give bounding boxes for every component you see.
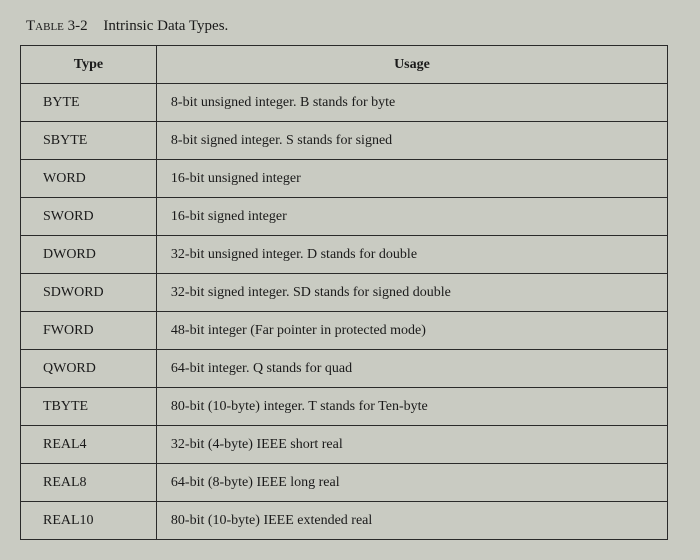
usage-cell: 64-bit integer. Q stands for quad [156, 350, 667, 388]
usage-cell: 32-bit signed integer. SD stands for sig… [156, 274, 667, 312]
type-cell: REAL4 [21, 426, 157, 464]
page: Table 3-2 Intrinsic Data Types. Type Usa… [0, 0, 700, 560]
usage-cell: 64-bit (8-byte) IEEE long real [156, 464, 667, 502]
table-row: FWORD48-bit integer (Far pointer in prot… [21, 312, 668, 350]
type-cell: FWORD [21, 312, 157, 350]
table-row: TBYTE80-bit (10-byte) integer. T stands … [21, 388, 668, 426]
type-cell: TBYTE [21, 388, 157, 426]
table-row: SBYTE8-bit signed integer. S stands for … [21, 122, 668, 160]
usage-cell: 16-bit unsigned integer [156, 160, 667, 198]
type-cell: SWORD [21, 198, 157, 236]
usage-cell: 16-bit signed integer [156, 198, 667, 236]
usage-cell: 8-bit signed integer. S stands for signe… [156, 122, 667, 160]
type-cell: REAL8 [21, 464, 157, 502]
table-row: WORD16-bit unsigned integer [21, 160, 668, 198]
type-cell: WORD [21, 160, 157, 198]
type-cell: SDWORD [21, 274, 157, 312]
table-row: SDWORD32-bit signed integer. SD stands f… [21, 274, 668, 312]
usage-cell: 48-bit integer (Far pointer in protected… [156, 312, 667, 350]
table-row: SWORD16-bit signed integer [21, 198, 668, 236]
table-row: REAL432-bit (4-byte) IEEE short real [21, 426, 668, 464]
caption-title: Intrinsic Data Types. [103, 18, 228, 34]
usage-cell: 80-bit (10-byte) integer. T stands for T… [156, 388, 667, 426]
table-row: REAL1080-bit (10-byte) IEEE extended rea… [21, 502, 668, 540]
type-cell: REAL10 [21, 502, 157, 540]
usage-cell: 80-bit (10-byte) IEEE extended real [156, 502, 667, 540]
table-row: BYTE8-bit unsigned integer. B stands for… [21, 84, 668, 122]
table-body: BYTE8-bit unsigned integer. B stands for… [21, 84, 668, 540]
type-cell: QWORD [21, 350, 157, 388]
type-cell: BYTE [21, 84, 157, 122]
type-cell: DWORD [21, 236, 157, 274]
caption-label: Table [26, 18, 64, 34]
type-cell: SBYTE [21, 122, 157, 160]
usage-cell: 32-bit (4-byte) IEEE short real [156, 426, 667, 464]
usage-cell: 32-bit unsigned integer. D stands for do… [156, 236, 667, 274]
col-header-usage: Usage [156, 46, 667, 84]
usage-cell: 8-bit unsigned integer. B stands for byt… [156, 84, 667, 122]
table-caption: Table 3-2 Intrinsic Data Types. [26, 18, 680, 35]
table-row: DWORD32-bit unsigned integer. D stands f… [21, 236, 668, 274]
caption-number: 3-2 [68, 18, 88, 34]
table-row: REAL864-bit (8-byte) IEEE long real [21, 464, 668, 502]
table-header-row: Type Usage [21, 46, 668, 84]
data-types-table: Type Usage BYTE8-bit unsigned integer. B… [20, 45, 668, 540]
col-header-type: Type [21, 46, 157, 84]
table-row: QWORD64-bit integer. Q stands for quad [21, 350, 668, 388]
